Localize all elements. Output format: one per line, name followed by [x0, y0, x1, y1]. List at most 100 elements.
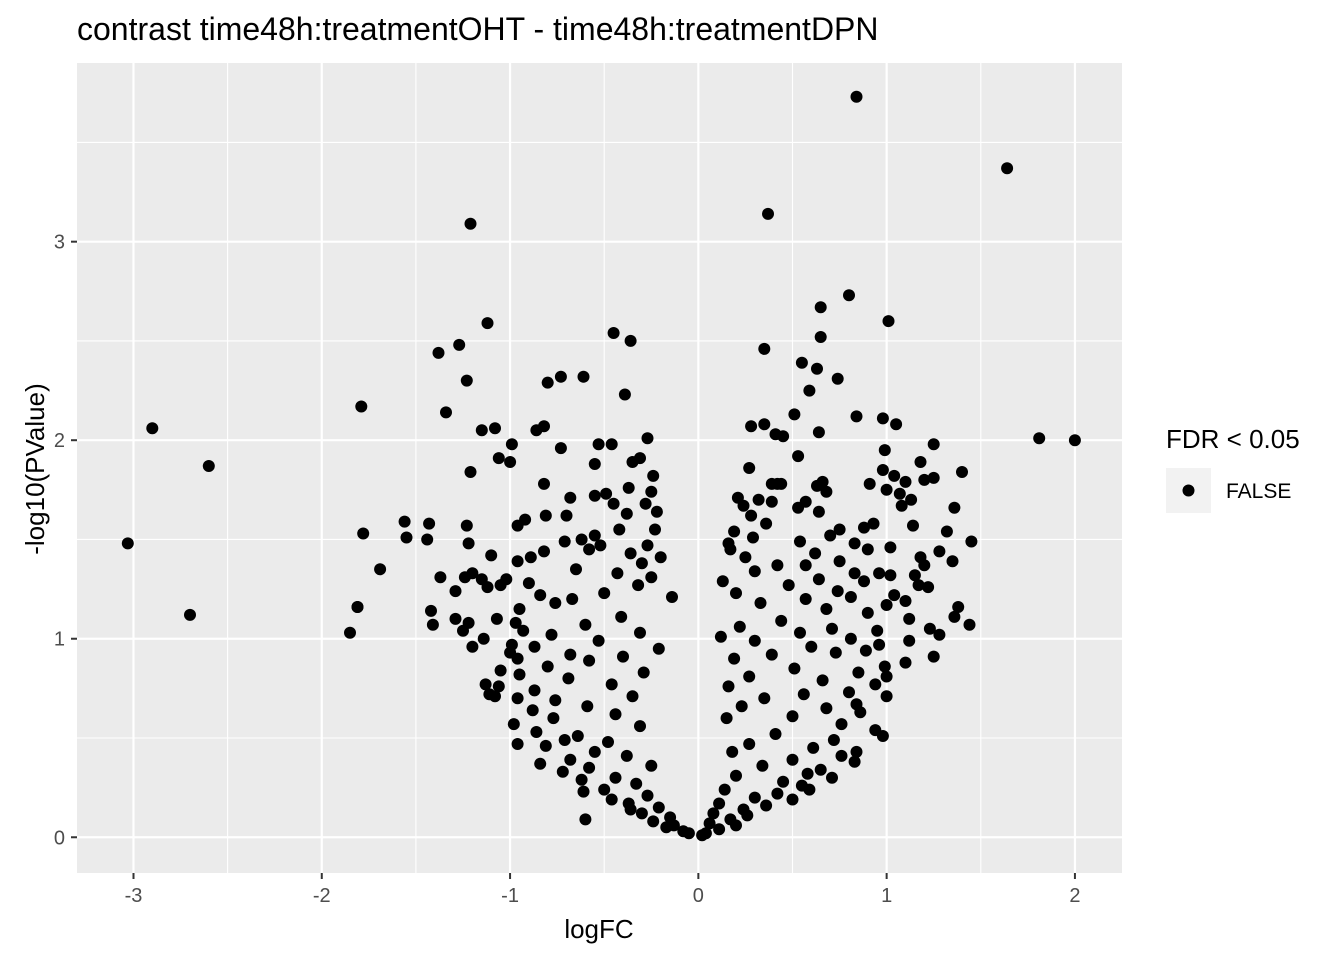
data-point: [765, 495, 778, 508]
data-point: [748, 791, 761, 804]
data-point: [880, 599, 893, 611]
data-point: [479, 678, 492, 691]
data-point: [895, 499, 908, 512]
data-point: [517, 624, 530, 637]
data-point: [726, 745, 739, 758]
data-point: [511, 692, 524, 705]
data-point: [641, 539, 654, 552]
data-point: [848, 567, 861, 580]
data-point: [637, 666, 650, 679]
y-tick-label: 3: [54, 232, 65, 254]
data-point: [481, 317, 494, 330]
data-point: [475, 424, 488, 437]
data-point: [914, 456, 927, 468]
data-point: [641, 432, 654, 445]
data-point: [449, 585, 462, 598]
data-point: [880, 483, 893, 496]
data-point: [457, 624, 469, 637]
data-point: [489, 690, 501, 703]
data-point: [554, 370, 567, 383]
data-point: [765, 648, 778, 661]
data-point: [355, 400, 368, 413]
data-point: [494, 579, 507, 592]
data-point: [558, 734, 571, 746]
data-point: [541, 376, 554, 389]
legend-title: FDR < 0.05: [1166, 424, 1300, 454]
data-point: [816, 674, 829, 687]
data-point: [351, 601, 364, 613]
data-point: [524, 551, 537, 564]
data-point: [562, 672, 575, 685]
data-point: [545, 628, 558, 641]
data-point: [490, 612, 503, 625]
data-point: [630, 777, 643, 790]
data-point: [871, 624, 884, 637]
data-point: [771, 787, 784, 800]
data-point: [963, 618, 976, 631]
data-point: [884, 569, 897, 582]
data-point: [844, 632, 857, 645]
legend-key-point: [1182, 484, 1195, 497]
data-point: [745, 509, 758, 522]
data-point: [564, 648, 577, 661]
data-point: [771, 559, 784, 572]
data-point: [794, 626, 806, 639]
data-point: [605, 793, 618, 806]
data-point: [184, 608, 196, 621]
data-point: [707, 807, 720, 820]
data-point: [594, 539, 607, 552]
x-tick-label: 0: [693, 885, 704, 907]
data-point: [745, 420, 758, 433]
data-point: [965, 535, 978, 548]
data-point: [575, 533, 588, 546]
data-point: [121, 537, 134, 550]
data-point: [579, 813, 592, 826]
data-point: [650, 505, 663, 518]
data-point: [861, 543, 874, 556]
data-point: [645, 759, 658, 772]
data-point: [786, 710, 799, 723]
y-tick-label: 2: [54, 430, 65, 452]
data-point: [511, 519, 524, 532]
data-point: [624, 547, 637, 560]
data-point: [398, 515, 411, 528]
data-point: [882, 315, 895, 328]
data-point: [728, 525, 741, 538]
x-tick-label: -2: [313, 885, 331, 907]
data-point: [867, 517, 880, 530]
data-point: [344, 626, 356, 639]
data-point: [927, 438, 940, 451]
data-point: [649, 523, 661, 536]
data-point: [453, 338, 466, 351]
data-point: [903, 612, 916, 625]
data-point: [741, 809, 754, 822]
data-point: [526, 704, 539, 717]
data-point: [528, 684, 541, 697]
data-point: [912, 579, 925, 592]
data-point: [907, 519, 919, 532]
data-point: [652, 801, 665, 814]
data-point: [824, 529, 837, 542]
data-point: [588, 489, 601, 502]
data-point: [477, 632, 490, 645]
data-point: [539, 509, 552, 522]
legend: FDR < 0.05 FALSE: [1166, 424, 1300, 513]
data-point: [466, 640, 479, 653]
data-point: [626, 690, 639, 703]
data-point: [146, 422, 159, 435]
data-point: [440, 406, 452, 419]
data-point: [696, 829, 709, 842]
data-point: [620, 749, 633, 762]
data-point: [735, 700, 748, 713]
data-point: [861, 606, 874, 619]
data-point: [609, 771, 622, 784]
data-points: [121, 90, 1081, 842]
data-point: [632, 579, 645, 592]
data-point: [1001, 162, 1014, 175]
data-point: [758, 342, 771, 355]
data-point: [777, 430, 790, 443]
data-point: [743, 670, 756, 683]
data-point: [564, 753, 577, 766]
data-point: [489, 422, 501, 435]
